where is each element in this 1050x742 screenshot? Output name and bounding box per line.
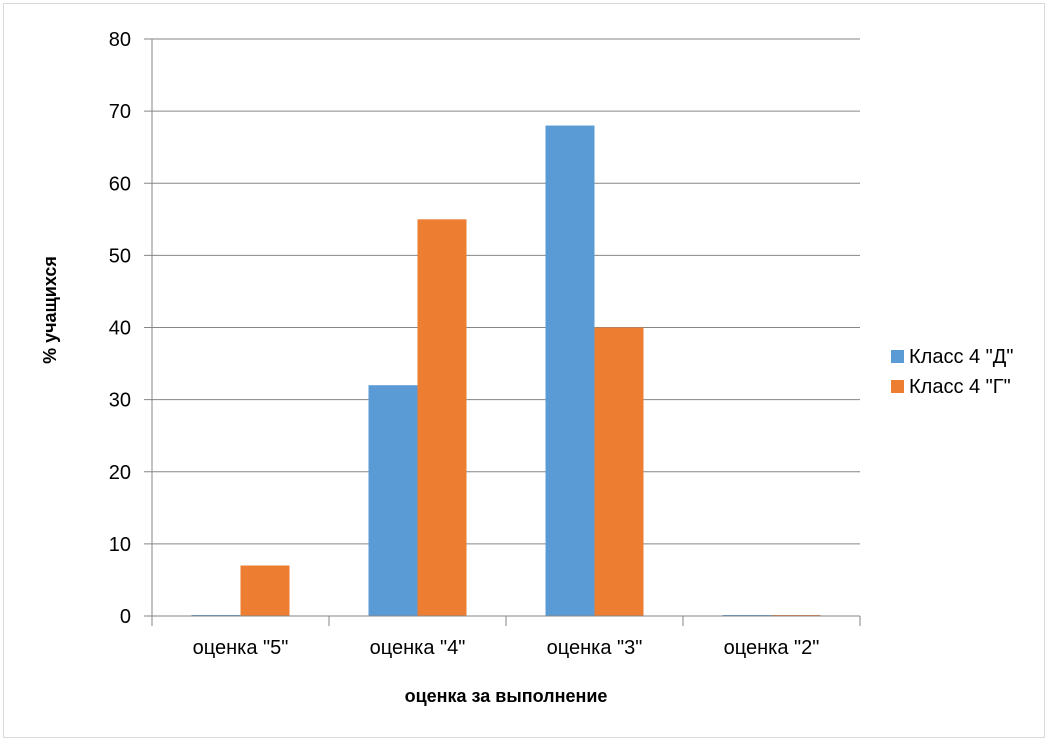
gridlines <box>144 38 860 545</box>
y-tick-label: 60 <box>109 173 131 195</box>
x-axis-title: оценка за выполнение <box>405 686 608 706</box>
x-tick-label: оценка "3" <box>547 637 643 659</box>
bar-class-4d-2 <box>545 125 595 617</box>
axes <box>144 39 861 626</box>
legend-swatch <box>891 380 904 393</box>
bar-class-4d-1 <box>368 385 418 616</box>
y-tick-label: 30 <box>109 390 131 412</box>
bar-class-4g-1 <box>417 219 467 616</box>
x-tick-label: оценка "5" <box>193 637 289 659</box>
y-tick-label: 40 <box>109 318 131 340</box>
y-tick-label: 80 <box>109 29 131 51</box>
legend: Класс 4 "Д" Класс 4 "Г" <box>891 346 1013 398</box>
y-tick-label: 0 <box>120 606 131 628</box>
x-tick-label: оценка "4" <box>370 637 466 659</box>
bar-class-4g-0 <box>240 565 290 616</box>
y-tick-label: 70 <box>109 101 131 123</box>
x-tick-label: оценка "2" <box>724 637 820 659</box>
y-tick-labels: 0 10 20 30 40 50 60 70 80 <box>109 29 131 628</box>
bars <box>191 125 821 617</box>
y-tick-label: 50 <box>109 245 131 267</box>
legend-label: Класс 4 "Д" <box>909 346 1013 368</box>
x-tick-labels: оценка "5" оценка "4" оценка "3" оценка "2" <box>193 637 820 659</box>
y-axis-title: % учащихся <box>40 256 60 364</box>
y-tick-label: 20 <box>109 462 131 484</box>
y-tick-label: 10 <box>109 534 131 556</box>
legend-swatch <box>891 350 904 363</box>
bar-class-4g-2 <box>594 327 644 616</box>
legend-label: Класс 4 "Г" <box>909 376 1011 398</box>
